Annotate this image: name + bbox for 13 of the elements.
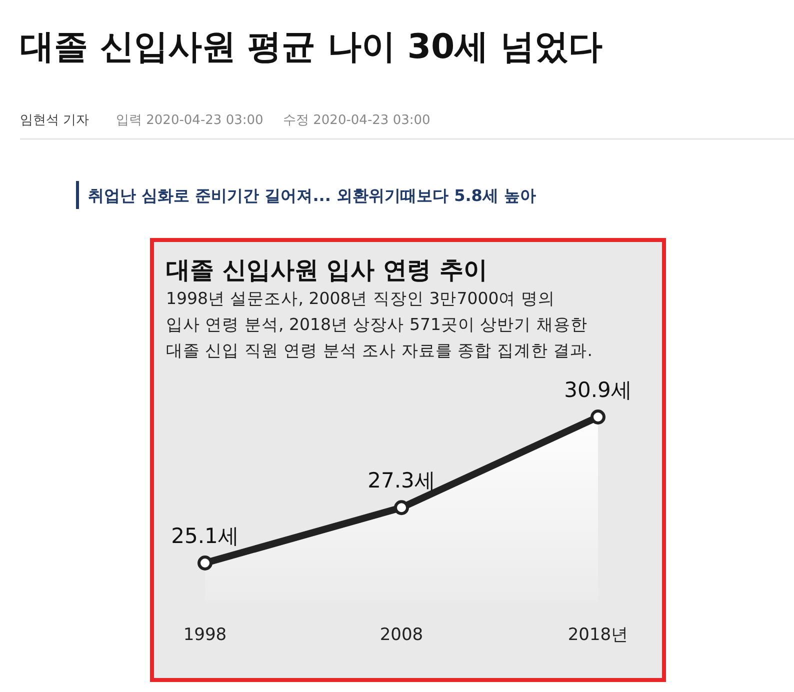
chart-title: 대졸 신입사원 입사 연령 추이 <box>166 256 488 284</box>
chart-subtitle: 1998년 설문조사, 2008년 직장인 3만7000여 명의 입사 연령 분석, 2018년 상장사 571곳이 상반기 채용한 대졸 신입 직원 연령 분석 조사 자료를 종합 집계한 결과. <box>166 289 592 360</box>
x-tick-label: 1998 <box>183 625 227 645</box>
data-label: 27.3세 <box>368 468 436 493</box>
x-tick-label: 2008 <box>380 625 424 645</box>
data-label: 30.9세 <box>564 378 632 402</box>
text: 취업난 심화로 준비기간 길어져... 외환위기때보다 5.8세 높아 <box>88 186 536 205</box>
x-tick-label: 2018년 <box>568 625 628 645</box>
text: 임현석 기자 <box>20 113 90 128</box>
text: 대졸 신입사원 평균 나이 30세 넘었다 <box>20 27 602 67</box>
text: 수정 2020-04-23 03:00 <box>283 113 430 128</box>
data-label: 25.1세 <box>171 524 239 548</box>
text: 입력 2020-04-23 03:00 <box>116 113 264 128</box>
